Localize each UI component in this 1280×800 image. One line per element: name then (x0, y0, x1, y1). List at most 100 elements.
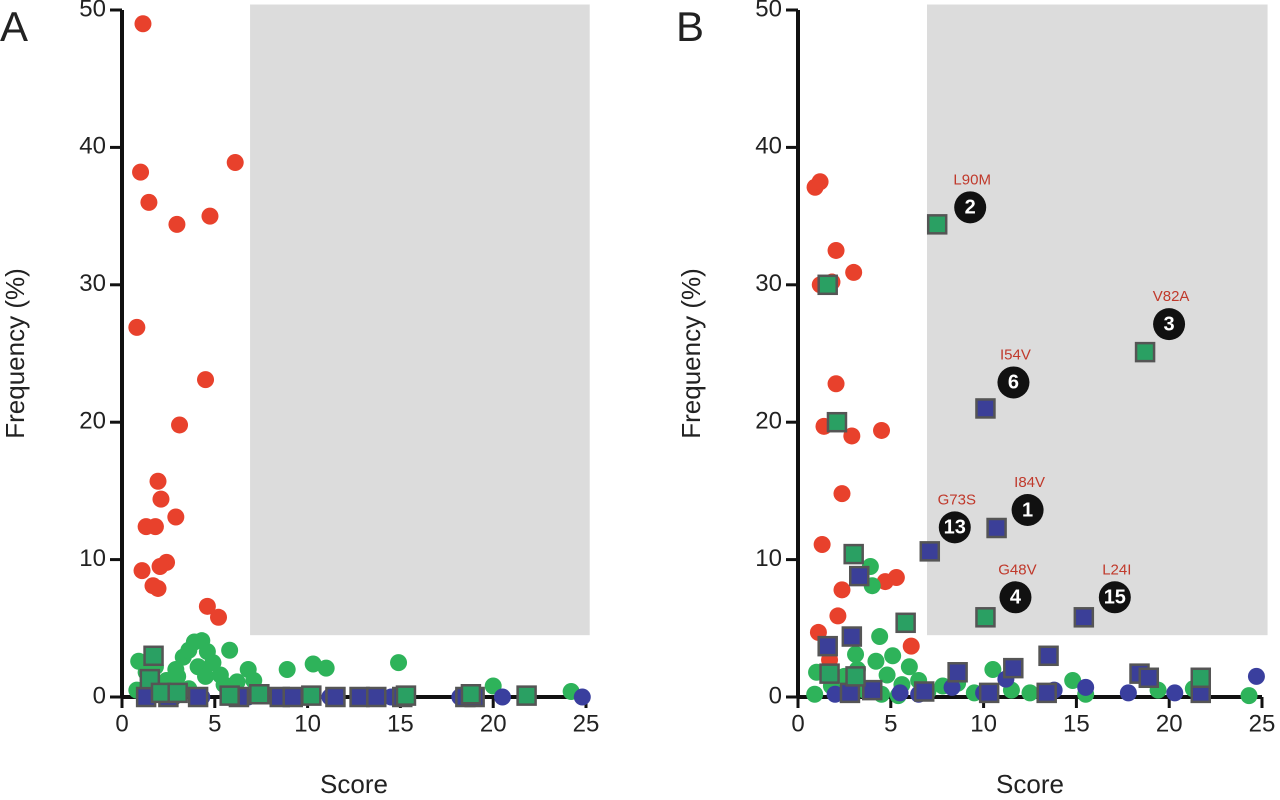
point (169, 667, 187, 685)
panel-label: A (0, 3, 28, 50)
square-point (219, 685, 240, 706)
point (833, 581, 851, 599)
point (867, 652, 885, 670)
point (984, 661, 1002, 679)
square-point (841, 626, 863, 647)
point (1077, 678, 1095, 696)
point (806, 685, 824, 703)
x-tick-label: 0 (115, 710, 128, 737)
point (943, 678, 961, 696)
square-point (895, 612, 916, 634)
y-tick-label: 0 (93, 682, 106, 709)
y-tick-label: 50 (79, 0, 106, 22)
point (827, 375, 845, 393)
y-tick-label: 20 (755, 408, 782, 435)
square-point (975, 607, 996, 628)
point (201, 207, 219, 225)
annotation-badge (997, 366, 1030, 399)
y-tick-label: 40 (755, 133, 782, 160)
square-point (460, 684, 482, 705)
x-tick-label: 0 (791, 710, 804, 737)
x-tick-label: 10 (294, 710, 321, 737)
y-tick-label: 20 (79, 408, 106, 435)
point (843, 427, 861, 445)
panel: A Frequency (%) Score 0 10 20 30 40 50 0 5 10 15 20 25 (0, 0, 599, 799)
point (884, 647, 902, 665)
point (813, 535, 831, 553)
annotation-label: L90M (953, 171, 991, 188)
square-point (1003, 657, 1024, 679)
shaded-region (250, 4, 590, 636)
annotation-label: V82A (1153, 288, 1190, 305)
point (221, 641, 239, 659)
square-point (150, 682, 172, 704)
annotation-badge (999, 581, 1032, 614)
shaded-region (926, 4, 1268, 636)
point (168, 215, 186, 233)
square-point (167, 682, 188, 704)
y-tick-label: 30 (755, 270, 782, 297)
square-point (1036, 682, 1057, 704)
y-tick-label: 50 (755, 0, 782, 22)
x-axis-label: Score (320, 769, 388, 799)
square-point (986, 517, 1007, 539)
point (167, 508, 185, 526)
point (845, 263, 863, 281)
square-point (919, 541, 941, 562)
point (833, 485, 851, 503)
point (317, 659, 335, 677)
annotation-number: 2 (965, 197, 976, 219)
point (151, 557, 169, 575)
x-tick-label: 15 (1063, 710, 1090, 737)
point (826, 685, 844, 703)
point (204, 654, 222, 672)
point (134, 15, 152, 33)
point (149, 472, 167, 490)
annotation-label: I84V (1014, 474, 1045, 491)
point (171, 416, 189, 434)
x-tick-label: 10 (970, 710, 997, 737)
square-point (366, 686, 387, 708)
square-point (817, 635, 838, 657)
annotation-badge (954, 191, 987, 224)
x-tick-label: 25 (1249, 710, 1276, 737)
point (1119, 684, 1137, 702)
point (1166, 684, 1184, 702)
square-point (1190, 667, 1212, 689)
annotation-badge (938, 511, 971, 544)
square-point (516, 685, 537, 706)
square-point (926, 214, 948, 235)
y-tick-label: 0 (769, 682, 782, 709)
point (133, 562, 151, 580)
point (1240, 687, 1258, 705)
annotation-number: 6 (1008, 372, 1019, 394)
x-tick-label: 20 (480, 710, 507, 737)
square-point (913, 681, 935, 702)
y-tick-label: 10 (79, 545, 106, 572)
annotation-number: 1 (1022, 499, 1033, 521)
square-point (826, 411, 848, 433)
square-point (301, 685, 322, 706)
annotation-number: 3 (1164, 313, 1175, 335)
y-tick-label: 10 (755, 545, 782, 572)
y-axis-label: Frequency (%) (676, 268, 706, 439)
point (197, 667, 215, 685)
annotation-label: L24I (1102, 561, 1131, 578)
square-point (395, 685, 417, 706)
point (902, 637, 920, 655)
x-tick-label: 25 (573, 710, 600, 737)
square-point (143, 645, 164, 667)
point (827, 241, 845, 259)
point (573, 688, 591, 706)
square-point (1134, 341, 1156, 363)
square-point (282, 686, 304, 708)
square-point (349, 686, 370, 708)
x-axis-label: Score (996, 769, 1064, 799)
square-point (848, 565, 870, 587)
square-point (817, 274, 838, 296)
square-point (947, 662, 968, 683)
annotation-number: 13 (944, 517, 966, 539)
square-point (843, 543, 864, 565)
point (871, 628, 889, 646)
